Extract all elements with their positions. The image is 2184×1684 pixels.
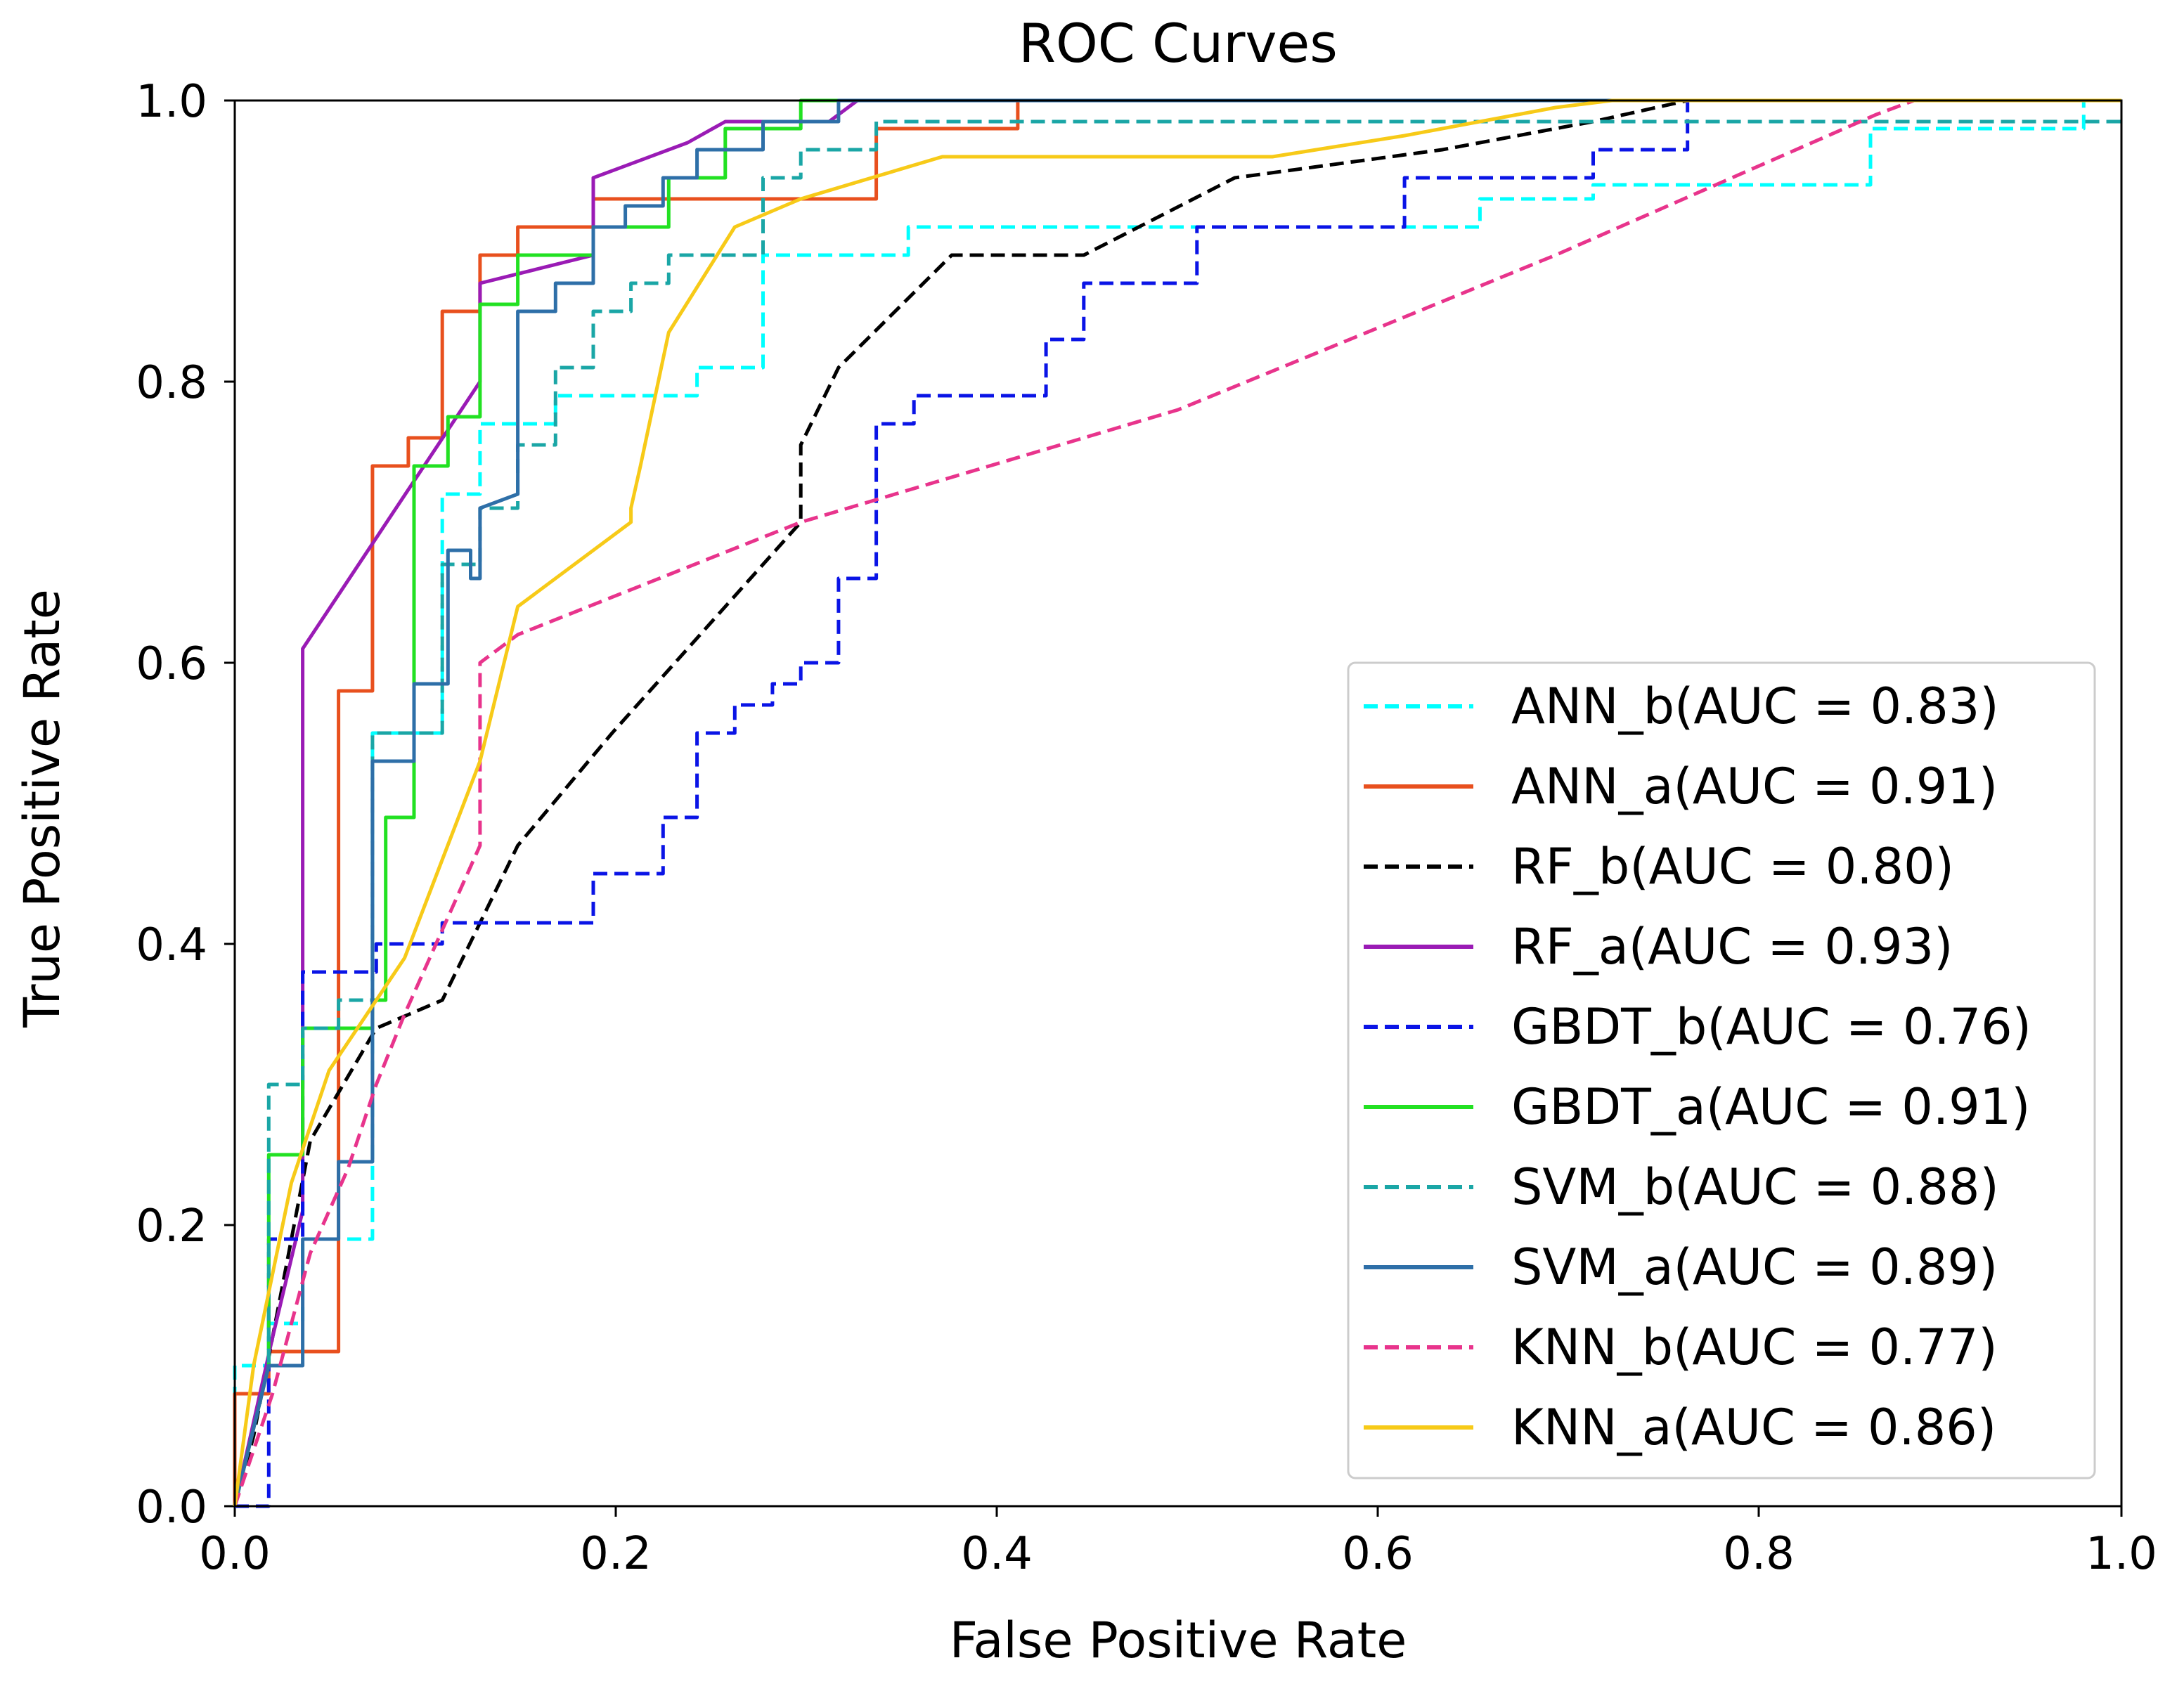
legend-label-5: GBDT_a(AUC = 0.91) (1511, 1078, 2030, 1136)
x-tick-label: 1.0 (2086, 1528, 2157, 1580)
x-tick: 0.4 (961, 1506, 1033, 1580)
roc-curve-9 (233, 98, 2121, 1507)
y-tick: 1.0 (136, 76, 235, 128)
y-axis-label: True Positive Rate (13, 589, 71, 1028)
legend-label-8: KNN_b(AUC = 0.77) (1511, 1319, 1998, 1376)
roc-curve-4 (235, 98, 2121, 1508)
roc-curve-8 (233, 98, 2121, 1507)
series-layer (233, 98, 2121, 1508)
x-tick-label: 0.4 (961, 1528, 1033, 1580)
y-tick: 0.4 (136, 919, 235, 971)
y-tick: 0.8 (136, 357, 235, 409)
x-tick: 0.6 (1342, 1506, 1414, 1580)
roc-curve-6 (233, 119, 2121, 1507)
legend: ANN_b(AUC = 0.83) ANN_a(AUC = 0.91) RF_b(A… (1347, 661, 2096, 1479)
legend-box (1347, 661, 2096, 1479)
x-tick: 1.0 (2086, 1506, 2157, 1580)
legend-label-4: GBDT_b(AUC = 0.76) (1511, 998, 2031, 1056)
y-tick-label: 0.8 (136, 357, 207, 409)
y-tick: 0.6 (136, 638, 235, 690)
y-tick-group: 0.0 0.2 0.4 0.6 0.8 1.0 (136, 76, 235, 1534)
roc-curve-7 (233, 98, 2121, 1507)
legend-label-2: RF_b(AUC = 0.80) (1511, 838, 1954, 895)
chart-title: ROC Curves (1019, 12, 1338, 75)
x-tick-label: 0.6 (1342, 1528, 1414, 1580)
y-tick-label: 0.6 (136, 638, 207, 690)
x-tick: 0.8 (1723, 1506, 1795, 1580)
legend-label-0: ANN_b(AUC = 0.83) (1511, 678, 1999, 735)
y-tick: 0.2 (136, 1200, 235, 1252)
x-tick: 0.0 (199, 1506, 271, 1580)
legend-label-9: KNN_a(AUC = 0.86) (1511, 1399, 1996, 1456)
y-tick-label: 0.0 (136, 1482, 207, 1534)
y-tick-label: 1.0 (136, 76, 207, 128)
y-tick-label: 0.4 (136, 919, 207, 971)
x-tick-label: 0.8 (1723, 1528, 1795, 1580)
legend-label-6: SVM_b(AUC = 0.88) (1511, 1158, 1999, 1216)
x-axis-label: False Positive Rate (950, 1612, 1407, 1669)
legend-label-1: ANN_a(AUC = 0.91) (1511, 758, 1998, 815)
y-tick: 0.0 (136, 1482, 235, 1534)
x-tick-label: 0.2 (580, 1528, 652, 1580)
plot-frame (233, 99, 2123, 1508)
x-tick: 0.2 (580, 1506, 652, 1580)
x-tick-label: 0.0 (199, 1528, 271, 1580)
x-tick-group: 0.0 0.2 0.4 0.6 0.8 1.0 (199, 1506, 2157, 1580)
legend-label-3: RF_a(AUC = 0.93) (1511, 918, 1953, 976)
y-tick-label: 0.2 (136, 1200, 207, 1252)
legend-label-7: SVM_a(AUC = 0.89) (1511, 1238, 1998, 1296)
